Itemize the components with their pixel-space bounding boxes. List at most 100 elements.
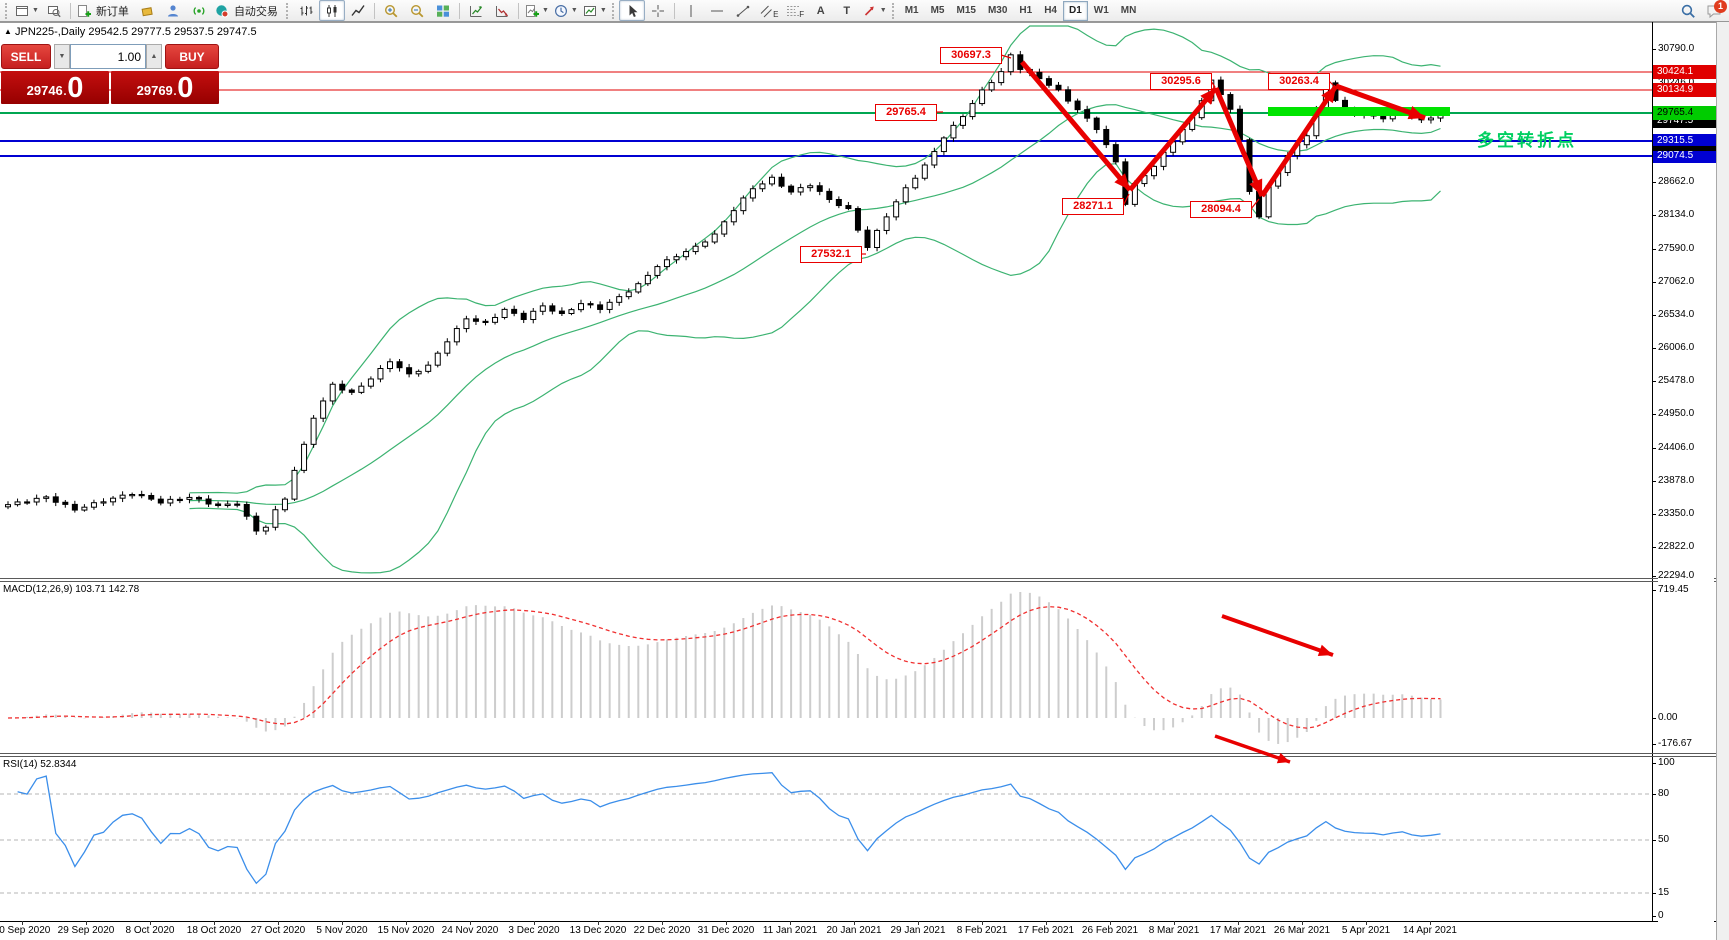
market-watch-button[interactable] <box>134 0 160 21</box>
candle <box>71 503 78 511</box>
toolbar: ▼ 新订单 自动交易 ▼ ▼ ▼ E F A T ▼ M1 M5 M15 M30 H1 H4 D1 W1 MN <box>0 0 1729 22</box>
candle <box>52 496 59 503</box>
candle <box>568 309 575 315</box>
trendline-tool-button[interactable] <box>730 0 756 21</box>
candle <box>874 229 881 249</box>
line-chart-button[interactable] <box>345 0 371 21</box>
periods-button[interactable]: ▼ <box>551 0 580 21</box>
candle <box>234 503 241 506</box>
candle <box>845 205 852 210</box>
candle <box>778 176 785 187</box>
date-axis-label: 5 Nov 2020 <box>316 925 368 936</box>
vertical-scrollbar[interactable] <box>1716 22 1729 940</box>
new-order-button[interactable]: 新订单 <box>74 0 134 21</box>
templates-button[interactable]: ▼ <box>580 0 609 21</box>
data-window-icon <box>167 4 178 16</box>
price-callout-label: 28271.1 <box>1062 198 1124 215</box>
zoom-in-button[interactable] <box>378 0 404 21</box>
horizontal-line-tool-button[interactable] <box>704 0 730 21</box>
volume-down-button[interactable]: ▼ <box>54 44 70 69</box>
candle <box>396 361 403 369</box>
date-axis-label: 29 Sep 2020 <box>57 925 115 936</box>
auto-trading-button[interactable]: 自动交易 <box>212 0 283 21</box>
candlestick-chart-button[interactable] <box>318 0 345 21</box>
candle <box>90 502 97 508</box>
line-chart-icon <box>351 4 365 16</box>
candle <box>663 259 670 268</box>
rsi-axis-tick: 80 <box>1658 788 1714 800</box>
dropdown-arrow-icon: ▼ <box>570 7 578 14</box>
candle <box>759 183 766 190</box>
trade-buttons-row: SELL ▼ ▲ BUY <box>1 44 219 69</box>
vertical-line-tool-button[interactable] <box>678 0 704 21</box>
buy-button[interactable]: BUY <box>165 44 219 69</box>
candle <box>110 497 117 503</box>
indicator-window-up-button[interactable] <box>463 0 489 21</box>
candle <box>262 526 269 532</box>
cursor-tool-button[interactable] <box>618 0 645 21</box>
sell-button[interactable]: SELL <box>1 44 51 69</box>
sell-price[interactable]: 29746. 0 <box>1 71 109 104</box>
candle <box>1036 71 1043 80</box>
timeframe-m5-button[interactable]: M5 <box>930 4 945 16</box>
indicator-window-down-icon <box>495 5 508 17</box>
chart-preview-button[interactable] <box>41 0 67 21</box>
toolbar-grip-handle[interactable] <box>285 2 290 19</box>
price-axis-tick: 22294.0 <box>1658 570 1714 582</box>
search-button[interactable] <box>1675 0 1701 21</box>
tile-windows-icon <box>436 5 449 17</box>
bar-chart-button[interactable] <box>293 0 319 21</box>
notification-badge[interactable]: 1 <box>1714 0 1727 13</box>
volume-input[interactable] <box>70 44 146 69</box>
timeframe-mn-button[interactable]: MN <box>1120 4 1137 16</box>
signals-button[interactable] <box>186 0 212 21</box>
volume-up-button[interactable]: ▲ <box>146 44 162 69</box>
timeframe-m15-button[interactable]: M15 <box>956 4 976 16</box>
candle <box>358 385 365 393</box>
candle <box>138 493 145 497</box>
search-icon <box>1681 4 1695 18</box>
candle <box>740 197 747 212</box>
indicator-window-down-button[interactable] <box>489 0 515 21</box>
candle <box>14 501 21 506</box>
timeframe-w1-button[interactable]: W1 <box>1093 4 1109 16</box>
zoom-out-button[interactable] <box>404 0 430 21</box>
text-tool-button[interactable]: A <box>808 0 834 21</box>
timeframe-m1-button[interactable]: M1 <box>904 4 919 16</box>
date-axis-label: 5 Apr 2021 <box>1341 925 1391 936</box>
toolbar-grip-handle[interactable] <box>5 2 9 19</box>
data-window-button[interactable] <box>160 0 186 21</box>
timeframe-h1-button[interactable]: H1 <box>1019 4 1033 16</box>
dropdown-arrow-icon: ▼ <box>32 7 39 14</box>
crosshair-tool-button[interactable] <box>645 0 671 21</box>
candle <box>176 498 183 502</box>
tile-windows-button[interactable] <box>430 0 456 21</box>
candle <box>453 328 460 343</box>
macd-indicator-label: MACD(12,26,9) 103.71 142.78 <box>3 584 140 595</box>
chart-window-button[interactable]: ▼ <box>12 0 41 21</box>
price-axis-tick: 26006.0 <box>1658 342 1714 354</box>
candle <box>730 210 737 223</box>
arrows-tool-button[interactable]: ▼ <box>860 0 889 21</box>
channel-tool-button-letter: E <box>773 9 779 19</box>
annotation-arrowhead <box>1317 644 1333 657</box>
toolbar-grip-handle[interactable] <box>611 2 616 19</box>
timeframe-d1-button[interactable]: D1 <box>1063 0 1088 21</box>
timeframe-h4-button[interactable]: H4 <box>1044 4 1057 16</box>
candle <box>1151 165 1157 177</box>
buy-price[interactable]: 29769. 0 <box>111 71 219 104</box>
annotation-arrow <box>1221 614 1334 657</box>
candle <box>511 308 518 314</box>
timeframe-m30-button[interactable]: M30 <box>987 4 1008 16</box>
fibonacci-tool-button[interactable]: F <box>782 0 808 21</box>
toolbar-grip-handle[interactable] <box>891 2 896 19</box>
add-indicator-button[interactable]: ▼ <box>522 0 551 21</box>
fibonacci-tool-icon <box>787 5 800 16</box>
add-indicator-icon <box>525 4 539 17</box>
zoom-in-icon <box>384 4 398 17</box>
label-tool-button[interactable]: T <box>834 0 860 21</box>
channel-tool-button[interactable]: E <box>756 0 782 21</box>
date-axis-label: 18 Oct 2020 <box>186 925 242 936</box>
